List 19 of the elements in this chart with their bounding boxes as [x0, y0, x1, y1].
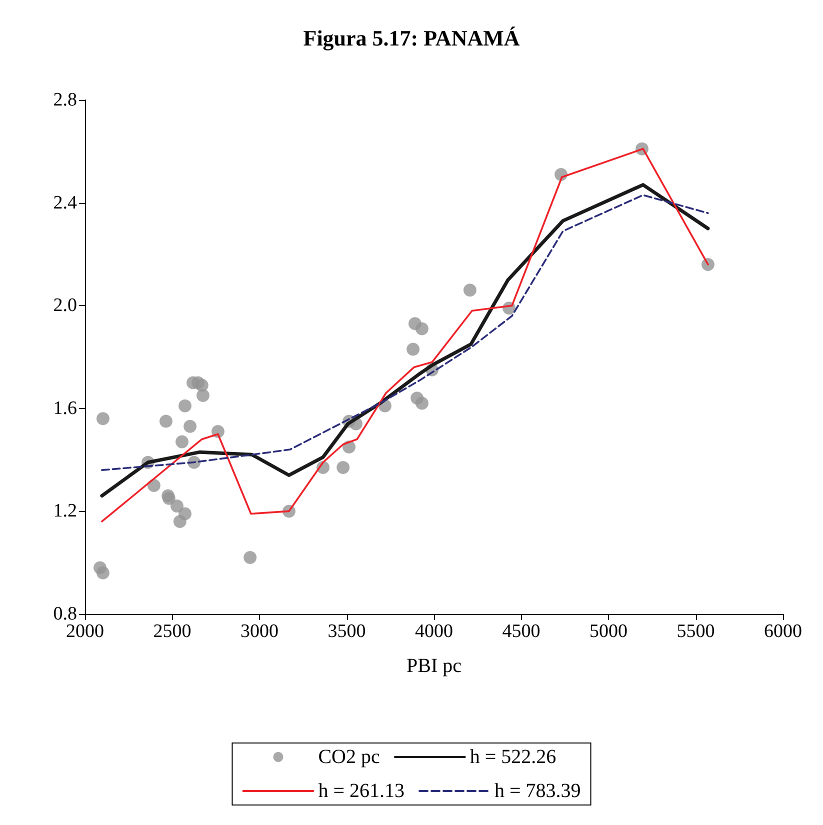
legend-label: h = 522.26 — [470, 746, 556, 768]
legend-label: CO2 pc — [318, 746, 380, 768]
x-axis-title: PBI pc — [406, 655, 462, 677]
x-tick-label: 3000 — [240, 621, 278, 642]
x-tick-label: 4000 — [415, 621, 453, 642]
x-tick-label: 2500 — [153, 621, 192, 642]
y-tick-label: 2.4 — [53, 192, 78, 214]
x-tick-label: 5000 — [590, 621, 628, 642]
chart-title: Figura 5.17: PANAMÁ — [303, 26, 520, 50]
y-tick-label: 1.2 — [53, 500, 77, 522]
legend-label: h = 261.13 — [318, 780, 404, 802]
y-tick-label: 1.6 — [53, 398, 77, 419]
x-tick-label: 4500 — [502, 621, 540, 642]
y-tick-label: 2.0 — [53, 295, 77, 316]
x-tick-label: 3500 — [328, 621, 366, 642]
x-tick-label: 6000 — [764, 621, 802, 642]
x-tick-label: 5500 — [676, 621, 715, 642]
legend-label: h = 783.39 — [494, 780, 581, 802]
y-tick-label: 2.8 — [53, 90, 77, 110]
